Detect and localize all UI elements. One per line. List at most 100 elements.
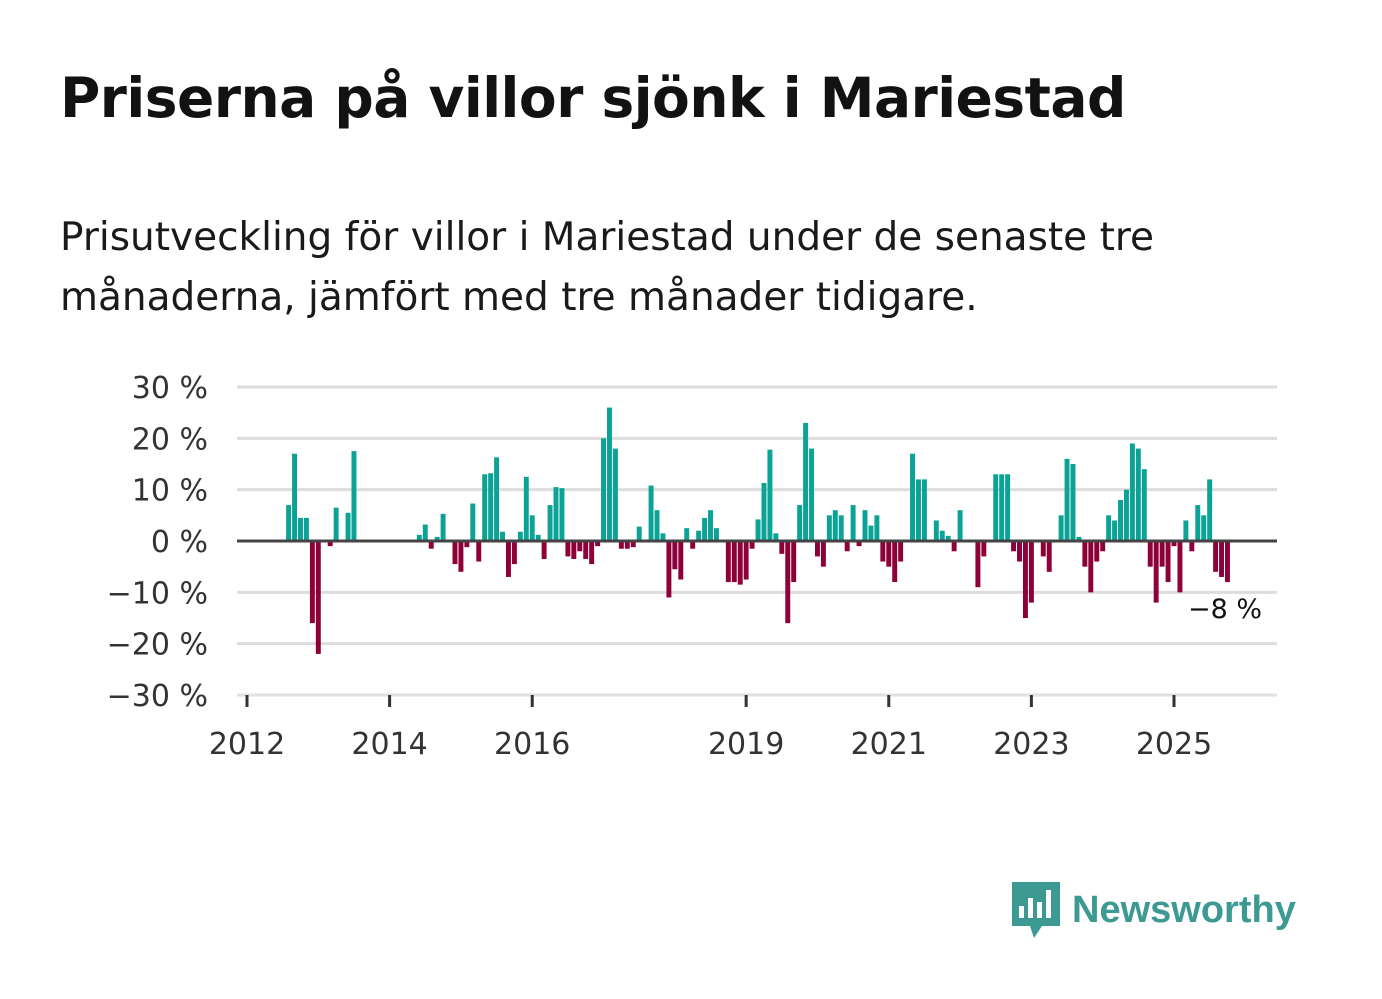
bar: [826, 515, 832, 541]
bar: [630, 541, 636, 548]
bar: [428, 541, 434, 549]
bar: [416, 534, 422, 541]
bar: [488, 473, 494, 541]
bar: [933, 520, 939, 541]
bar: [511, 541, 517, 565]
x-tick-label: 2012: [209, 727, 285, 762]
bar: [1183, 520, 1189, 541]
bar: [535, 534, 541, 541]
bar: [345, 512, 351, 541]
bar: [298, 517, 303, 541]
bar: [1189, 541, 1195, 552]
bar: [1141, 469, 1147, 541]
bar: [1011, 541, 1017, 552]
bar: [482, 474, 488, 541]
bar: [559, 488, 565, 541]
bar: [910, 453, 916, 541]
bar: [743, 541, 749, 580]
bar: [1195, 505, 1201, 541]
bar: [523, 476, 529, 541]
newsworthy-logo: Newsworthy: [1010, 880, 1296, 940]
bar: [898, 541, 904, 562]
bar: [886, 541, 892, 567]
bar: [749, 541, 755, 549]
bar: [957, 510, 963, 541]
bar: [1022, 541, 1028, 618]
bar: [660, 533, 666, 541]
bar: [874, 515, 880, 541]
y-tick-label: 20 %: [132, 422, 208, 457]
bar: [601, 438, 607, 541]
bar: [1064, 458, 1070, 541]
bar: [838, 515, 844, 541]
newsworthy-logo-icon: [1012, 882, 1060, 938]
bar: [1135, 448, 1141, 541]
bar: [1129, 443, 1135, 541]
bar: [577, 541, 583, 552]
bar: [1088, 541, 1094, 593]
bar: [1100, 541, 1106, 552]
bar: [820, 541, 826, 567]
bar: [1177, 541, 1183, 593]
bar: [856, 541, 862, 547]
bar: [862, 510, 868, 541]
x-tick-label: 2014: [351, 727, 427, 762]
bar: [999, 474, 1005, 541]
bar: [672, 541, 678, 570]
bar: [1106, 515, 1112, 541]
bar: [791, 541, 797, 583]
bar: [470, 503, 476, 541]
bar: [547, 505, 553, 541]
bar: [844, 541, 850, 552]
bar: [464, 541, 470, 548]
bar: [422, 524, 428, 541]
x-tick-label: 2016: [494, 727, 570, 762]
bar: [315, 541, 321, 654]
bar: [809, 448, 814, 541]
bar: [1094, 541, 1100, 562]
bar: [678, 541, 684, 580]
bar: [684, 528, 690, 541]
bar: [1213, 541, 1219, 572]
bar: [494, 457, 500, 541]
bar: [292, 453, 298, 541]
y-tick-label: −30 %: [107, 679, 208, 714]
x-tick-label: 2021: [851, 727, 927, 762]
bar: [773, 533, 779, 541]
bar: [1165, 541, 1171, 583]
bar: [1070, 464, 1076, 541]
bar: [981, 541, 987, 557]
bar-chart: 30 % 20 % 10 % 0 % −10 % −20 % −30 %2012 2014 20…: [107, 371, 1277, 762]
bar: [921, 479, 927, 541]
bar: [1159, 541, 1165, 567]
y-tick-label: 0 %: [151, 525, 208, 560]
bar: [607, 407, 612, 541]
bar: [945, 535, 951, 541]
bar: [737, 541, 743, 585]
last-value-annotation: −8 %: [1188, 594, 1262, 625]
bar: [452, 541, 458, 565]
bar: [1171, 541, 1177, 547]
bar: [517, 531, 523, 541]
bar: [636, 526, 642, 541]
bar: [434, 536, 440, 541]
bar: [476, 541, 482, 562]
bar: [868, 525, 874, 541]
bar: [1028, 541, 1034, 603]
bar: [916, 479, 921, 541]
y-tick-label: −10 %: [107, 576, 208, 611]
bar: [832, 510, 838, 541]
bar: [951, 541, 957, 552]
bar: [755, 519, 761, 541]
bar: [553, 487, 559, 541]
bar: [612, 448, 618, 541]
bar: [571, 541, 577, 559]
bar: [505, 541, 511, 577]
bar: [1082, 541, 1088, 567]
bar: [1147, 541, 1153, 567]
bar: [814, 541, 820, 557]
chart-subtitle: Prisutveckling för villor i Mariestad un…: [60, 215, 1155, 320]
bar: [993, 474, 999, 541]
bar: [939, 530, 945, 541]
x-tick-label: 2019: [708, 727, 784, 762]
